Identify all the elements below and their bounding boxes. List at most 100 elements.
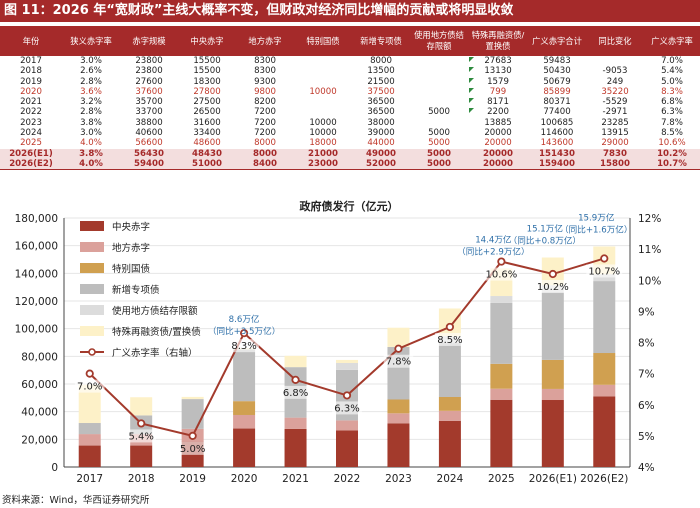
bar-segment	[490, 296, 513, 303]
flag-marker-icon	[469, 77, 474, 83]
legend-label: 特别国债	[112, 263, 151, 275]
bar-segment	[336, 430, 358, 467]
flag-marker-icon	[469, 108, 474, 114]
data-label-bg	[534, 280, 571, 294]
table-cell: 56600	[135, 138, 163, 149]
legend-label: 新增专项债	[112, 284, 160, 296]
table-cell: 8000	[236, 148, 294, 159]
bar-segment	[541, 292, 564, 360]
table-header-cell: 中央赤字	[178, 26, 236, 56]
table-cell: 8.3%	[661, 86, 683, 97]
bar-segment	[387, 423, 410, 467]
annotation-text: 8.6万亿	[229, 313, 260, 325]
y-tick-label: 40,000	[21, 407, 58, 419]
table-row: 2022 2.8% 33700 26500 7200 36500 5000 2200 77400…	[0, 107, 700, 117]
bar-segment	[336, 359, 358, 363]
table-cell: 13885	[484, 117, 512, 128]
table-cell: 151430	[528, 148, 586, 159]
bar-segment	[233, 349, 256, 402]
legend-label: 使用地方债结存限额	[112, 305, 198, 317]
annotation-text: （同比+1.6万亿）	[560, 223, 632, 235]
bar-segment	[284, 428, 307, 467]
flag-marker-icon	[469, 67, 474, 73]
annotation-text: 15.1万亿	[527, 223, 564, 235]
table-cell: 1579	[468, 77, 528, 87]
table-cell: 799	[468, 87, 528, 97]
table-cell: 2026(E1)	[0, 148, 62, 159]
bar-segment	[438, 397, 461, 411]
deficit-rate-point	[85, 369, 94, 378]
table-cell: 37500	[367, 86, 395, 97]
table-cell: 6.3%	[661, 107, 683, 118]
table-cell: 29000	[601, 138, 629, 149]
table-cell: 2.8%	[80, 76, 102, 87]
table-cell: 2023	[20, 117, 42, 128]
x-tick-label: 2023	[385, 473, 412, 485]
bar-segment	[490, 388, 513, 400]
legend-swatch	[80, 263, 104, 273]
data-label-bg	[435, 332, 465, 346]
table-cell: 2020	[20, 86, 42, 97]
table-cell: 2025	[20, 138, 42, 149]
data-label-bg	[126, 429, 156, 443]
bar-segment	[593, 274, 616, 282]
annotation-text: （同比+3.5万亿）	[208, 325, 280, 337]
bar-segment	[593, 396, 616, 467]
table-cell: 4.0%	[80, 138, 102, 149]
table-cell: 5000	[410, 148, 468, 159]
data-label-bg	[586, 264, 623, 278]
x-tick-label: 2021	[282, 473, 309, 485]
bar-segment	[233, 401, 256, 415]
table-header-cell: 特别国债	[294, 26, 352, 56]
deficit-rate-point	[445, 322, 455, 332]
table-cell: 5000	[428, 138, 450, 149]
bar-segment	[387, 413, 410, 424]
table-cell: 8.5%	[661, 128, 683, 139]
table-cell	[294, 66, 352, 76]
bar-segment	[336, 420, 358, 431]
deficit-rate-point	[239, 329, 249, 338]
bar-segment	[438, 410, 461, 421]
table-header-cell: 特殊再融资债/置换债	[468, 26, 528, 56]
table-header-cell: 使用地方债结存限额	[410, 26, 468, 56]
x-tick-label: 2018	[128, 473, 155, 485]
y2-tick-label: 6%	[638, 400, 655, 412]
bar-segment	[541, 400, 564, 467]
table-cell: 56430	[120, 148, 178, 159]
deficit-rate-point	[548, 269, 557, 279]
table-cell: 39000	[367, 128, 395, 139]
table-cell: 20000	[468, 148, 528, 159]
table-row: 2020 3.6% 37600 27800 9800 10000 37500 799 85899…	[0, 87, 700, 97]
table-cell: -2971	[602, 107, 628, 118]
legend-label: 中央赤字	[112, 221, 150, 233]
table-cell: 21000	[294, 148, 352, 159]
table-cell: 59483	[543, 56, 571, 66]
table-cell: 38000	[367, 117, 395, 128]
table-cell: 8000	[254, 138, 276, 149]
y2-tick-label: 8%	[638, 338, 655, 350]
table-cell: 20000	[484, 128, 512, 139]
bar-segment	[387, 327, 410, 347]
table-cell: 38800	[135, 117, 163, 128]
y2-tick-label: 5%	[638, 431, 655, 443]
deficit-rate-point	[188, 431, 197, 440]
chart-title: 政府债发行（亿元）	[300, 199, 399, 213]
table-header-row: 年份 狭义赤字率 赤字规模 中央赤字 地方赤字 特别国债 新增专项债 使用地方债结存限额 特殊再…	[0, 26, 700, 56]
legend-swatch	[80, 242, 104, 252]
table-cell: 20000	[468, 158, 528, 171]
table-cell: 3.0%	[80, 56, 102, 66]
table-cell: 50430	[543, 66, 571, 77]
table-header-cell: 狭义赤字率	[62, 26, 120, 56]
legend-label: 广义赤字率（右轴）	[112, 347, 198, 359]
y2-tick-label: 10%	[638, 275, 661, 287]
table-cell: 2019	[20, 76, 42, 87]
table-cell: 8200	[254, 97, 276, 108]
y-tick-label: 140,000	[15, 268, 58, 280]
table-cell: 59400	[120, 158, 178, 171]
table-cell: 8171	[468, 97, 528, 107]
table-cell: 10.2%	[644, 148, 700, 159]
legend-swatch	[80, 221, 104, 231]
table-cell	[294, 97, 352, 107]
table-cell: 18000	[309, 138, 337, 149]
x-tick-label: 2020	[231, 473, 258, 485]
